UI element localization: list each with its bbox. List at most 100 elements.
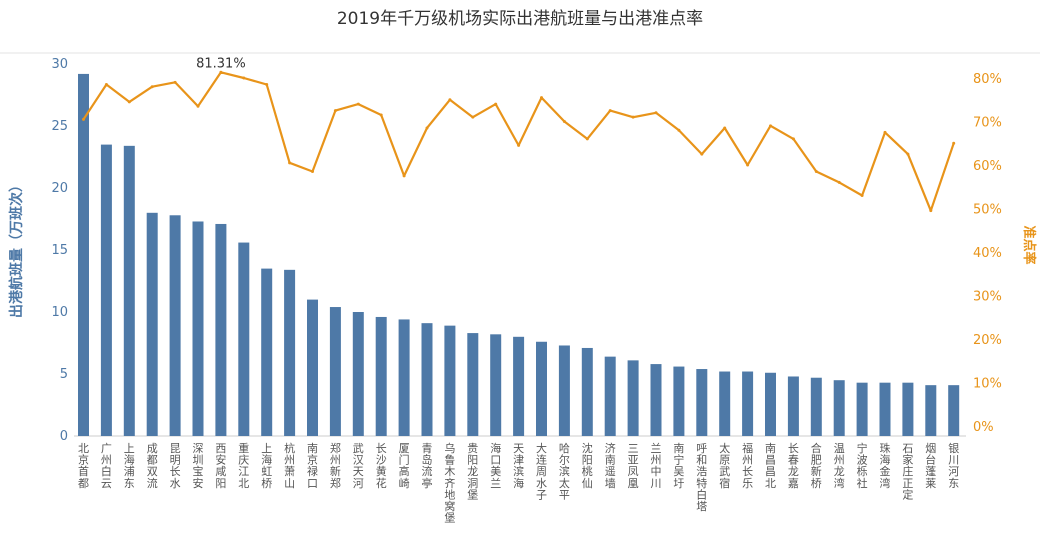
- category-label: 南宁吴圩: [673, 442, 684, 490]
- bar: [284, 269, 296, 436]
- bar: [787, 376, 799, 436]
- line-point: [700, 152, 704, 156]
- line-point: [540, 96, 543, 100]
- chart-title: 2019年千万级机场实际出港航班量与出港准点率: [337, 9, 703, 29]
- y-tick-label: 20: [51, 181, 68, 196]
- bar: [558, 345, 570, 436]
- line-point: [585, 137, 589, 141]
- line-point: [494, 102, 498, 106]
- y2-axis-label: 准点率: [1021, 225, 1037, 264]
- y-tick-label: 25: [51, 119, 68, 134]
- line-point: [837, 180, 841, 184]
- bar: [925, 385, 937, 436]
- category-label: 杭州萧山: [284, 441, 295, 490]
- line-point: [104, 83, 108, 87]
- bar: [169, 215, 181, 436]
- category-label: 郑州新郑: [330, 441, 341, 490]
- bar-series: [78, 73, 960, 437]
- y2-tick-label: 0%: [973, 420, 994, 435]
- line-point: [288, 161, 292, 165]
- category-label: 兰州中川: [651, 442, 662, 490]
- category-label: 沈阳桃仙: [582, 441, 593, 490]
- bar: [329, 307, 341, 436]
- line-point: [379, 113, 383, 117]
- bar: [581, 347, 593, 436]
- bar: [146, 212, 158, 436]
- category-label: 长沙黄花: [376, 442, 387, 490]
- category-label: 温州龙湾: [834, 442, 845, 490]
- line-point: [219, 70, 223, 74]
- line-point: [425, 126, 429, 130]
- bar: [810, 377, 822, 436]
- y-axis-label: 出港航班量（万班次）: [8, 178, 25, 318]
- line-point: [860, 193, 864, 197]
- category-label: 银川河东: [948, 441, 959, 490]
- category-label: 天津滨海: [513, 442, 524, 490]
- y2-tick-label: 10%: [973, 377, 1002, 392]
- line-point: [127, 100, 131, 104]
- line-point: [723, 126, 727, 130]
- line-point: [814, 170, 818, 174]
- line-series: [82, 70, 956, 213]
- bar: [856, 382, 868, 436]
- category-label: 西安咸阳: [215, 442, 226, 490]
- line-point: [562, 120, 566, 123]
- category-label: 三亚凤凰: [628, 442, 639, 490]
- category-label: 成都双流: [147, 442, 158, 490]
- line-point: [929, 209, 933, 213]
- category-label: 烟台蓬莱: [925, 441, 936, 490]
- category-label: 上海虹桥: [261, 442, 272, 490]
- y-tick-label: 5: [60, 367, 68, 382]
- category-label: 广州白云: [101, 442, 112, 490]
- line-point: [769, 124, 772, 128]
- bar: [421, 323, 433, 436]
- line-point: [791, 137, 795, 141]
- max-annotation: 81.31%: [196, 56, 246, 71]
- category-label: 深圳宝安: [193, 442, 204, 490]
- line-point: [517, 143, 521, 147]
- y2-axis-ticks: 0% 10% 20% 30% 40% 50% 60% 70% 80%: [973, 72, 1002, 435]
- line-path: [82, 71, 955, 212]
- category-label: 长春龙嘉: [788, 442, 799, 490]
- line-point: [906, 152, 910, 156]
- category-label: 哈尔滨太平: [559, 442, 570, 501]
- category-label: 昆明长水: [170, 442, 181, 490]
- category-label: 重庆江北: [238, 441, 249, 490]
- line-point: [356, 102, 360, 106]
- bar: [765, 372, 776, 436]
- bar: [604, 356, 616, 436]
- line-point: [883, 130, 887, 134]
- y2-tick-label: 30%: [973, 290, 1002, 305]
- category-label: 福州长乐: [742, 441, 753, 490]
- category-label: 海口美兰: [490, 441, 501, 490]
- category-label: 南昌昌北: [765, 442, 776, 490]
- bar: [100, 144, 112, 436]
- category-label: 珠海金湾: [880, 441, 891, 490]
- bar: [467, 333, 479, 436]
- line-point: [471, 115, 475, 119]
- bar: [192, 221, 204, 436]
- category-label: 贵阳龙洞堡: [467, 442, 478, 501]
- line-point: [677, 128, 681, 132]
- bar: [398, 319, 410, 436]
- bar: [650, 364, 662, 436]
- y-tick-label: 10: [51, 305, 68, 320]
- line-point: [242, 76, 246, 80]
- bar: [719, 371, 731, 436]
- category-label: 石家庄正定: [902, 442, 913, 501]
- bar: [78, 73, 89, 437]
- bar: [627, 360, 639, 436]
- y-axis-ticks: 0 5 10 15 20 25 30: [51, 57, 68, 444]
- y-tick-label: 15: [51, 243, 68, 258]
- line-point: [654, 111, 658, 115]
- category-label: 南京禄口: [307, 442, 318, 490]
- category-label: 大连周水子: [536, 441, 547, 501]
- y-tick-label: 30: [51, 57, 68, 72]
- bar: [375, 316, 387, 436]
- bar: [948, 385, 960, 436]
- bar: [833, 380, 845, 436]
- line-point: [311, 170, 314, 174]
- y2-tick-label: 20%: [973, 333, 1002, 348]
